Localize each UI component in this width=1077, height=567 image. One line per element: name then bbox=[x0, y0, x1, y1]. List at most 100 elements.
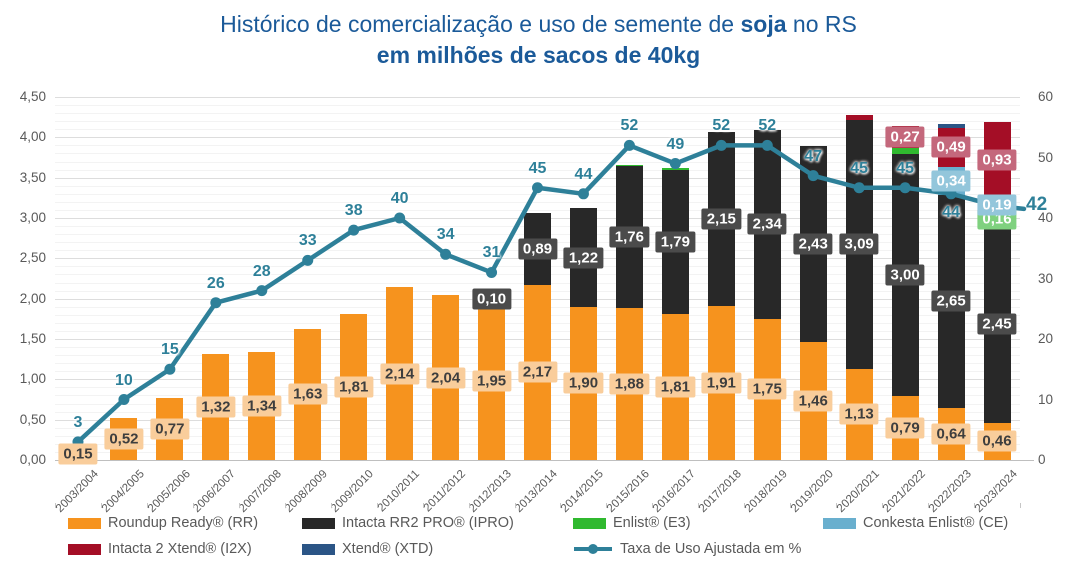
left-axis-tick: 3,50 bbox=[19, 169, 46, 185]
line-value-label: 52 bbox=[712, 117, 731, 135]
line-value-label: 45 bbox=[850, 159, 869, 177]
bar-value-label: 2,65 bbox=[931, 290, 971, 312]
x-axis-label: 2018/2019 bbox=[742, 468, 790, 515]
bar-value-label: 2,17 bbox=[517, 361, 558, 383]
gridline bbox=[55, 177, 1020, 179]
x-axis-label: 2007/2008 bbox=[237, 468, 285, 515]
line-marker bbox=[348, 224, 360, 236]
bar-value-label: 2,45 bbox=[977, 313, 1017, 335]
line-value-label: 28 bbox=[252, 262, 271, 280]
line-value-label: 38 bbox=[344, 202, 363, 220]
bar-value-label: 2,04 bbox=[425, 367, 466, 389]
line-marker bbox=[210, 297, 222, 309]
gridline bbox=[55, 193, 1020, 195]
x-axis-label: 2012/2013 bbox=[467, 468, 515, 515]
bar-value-label: 2,14 bbox=[380, 363, 420, 385]
bar-value-label: 0,64 bbox=[931, 423, 971, 445]
line-value-label: 34 bbox=[436, 226, 455, 244]
x-axis-label: 2014/2015 bbox=[559, 468, 606, 515]
legend-swatch bbox=[823, 517, 856, 529]
line-value-label: 26 bbox=[206, 274, 225, 292]
x-axis-label: 2010/2011 bbox=[375, 468, 423, 515]
line-marker bbox=[807, 170, 819, 182]
line-value-label: 47 bbox=[804, 147, 823, 165]
bar-segment bbox=[891, 147, 919, 155]
bar-value-label: 0,79 bbox=[885, 417, 925, 439]
bar-value-label: 1,34 bbox=[242, 395, 282, 417]
x-axis-label: 2006/2007 bbox=[191, 468, 239, 515]
x-axis-label: 2017/2018 bbox=[696, 468, 744, 515]
legend-item: Conkesta Enlist® (CE) bbox=[823, 514, 1008, 532]
line-marker bbox=[532, 182, 543, 194]
gridline bbox=[55, 137, 1020, 139]
left-axis-tick: 0,50 bbox=[19, 411, 46, 427]
x-axis-label: 2011/2012 bbox=[421, 468, 469, 515]
legend-swatch bbox=[573, 517, 606, 529]
line-value-label: 44 bbox=[574, 165, 593, 183]
line-value-label: 31 bbox=[482, 244, 501, 262]
gridline bbox=[55, 121, 1020, 123]
bar-segment bbox=[937, 124, 965, 128]
x-axis-label: 2016/2017 bbox=[650, 468, 698, 515]
bar-value-label: 0,27 bbox=[885, 126, 925, 148]
legend-label: Xtend® (XTD) bbox=[342, 541, 434, 557]
bar-value-label: 3,00 bbox=[885, 264, 925, 286]
title-line2: em milhões de sacos de 40kg bbox=[376, 42, 701, 68]
line-value-label: 44 bbox=[942, 203, 960, 221]
x-axis-label: 2023/2024 bbox=[972, 468, 1020, 515]
legend-label: Enlist® (E3) bbox=[613, 515, 691, 531]
legend-label: Intacta 2 Xtend® (I2X) bbox=[108, 541, 252, 557]
left-axis-tick: 0,00 bbox=[19, 452, 46, 467]
bar-value-label: 1,81 bbox=[655, 376, 695, 398]
line-marker bbox=[394, 212, 406, 224]
gridline bbox=[55, 145, 1020, 147]
gridline bbox=[55, 169, 1020, 171]
bar-value-label: 0,34 bbox=[931, 170, 971, 192]
bar-value-label: 2,34 bbox=[747, 213, 787, 235]
legend-label: Conkesta Enlist® (CE) bbox=[863, 515, 1009, 531]
gridline bbox=[55, 97, 1020, 98]
bar-value-label: 1,95 bbox=[471, 370, 512, 392]
category-tick-mark bbox=[928, 503, 930, 508]
category-tick-mark bbox=[744, 503, 746, 508]
bar-value-label: 2,15 bbox=[701, 208, 741, 230]
category-tick-mark bbox=[330, 503, 332, 508]
bar-value-label: 1,22 bbox=[563, 247, 604, 269]
legend-item: Roundup Ready® (RR) bbox=[68, 514, 258, 532]
category-tick-mark bbox=[55, 503, 56, 508]
category-tick-mark bbox=[238, 503, 240, 508]
x-axis-label: 2022/2023 bbox=[926, 468, 974, 515]
x-axis-label: 2021/2022 bbox=[880, 468, 928, 515]
legend-item: Intacta RR2 PRO® (IPRO) bbox=[302, 514, 514, 532]
line-marker bbox=[256, 285, 268, 297]
right-axis-tick: 10 bbox=[1038, 391, 1054, 407]
bar-value-label: 1,76 bbox=[609, 226, 649, 248]
legend-item: Intacta 2 Xtend® (I2X) bbox=[68, 540, 252, 558]
right-axis-tick: 60 bbox=[1038, 89, 1054, 104]
bar-value-label: 0,89 bbox=[517, 238, 558, 260]
line-value-label: 52 bbox=[758, 117, 777, 135]
x-axis-label: 2019/2020 bbox=[788, 468, 836, 515]
left-axis-tick: 3,00 bbox=[19, 210, 46, 225]
category-tick-mark bbox=[192, 503, 194, 508]
right-axis-tick: 50 bbox=[1038, 149, 1054, 165]
gridline bbox=[55, 105, 1020, 107]
line-marker bbox=[486, 266, 498, 278]
right-axis-tick: 20 bbox=[1038, 331, 1054, 346]
category-tick-mark bbox=[606, 503, 608, 508]
plot-area: 0,15 0,52 0,77 1,32 1,34 1,63 1,81 2,14 2,04 1,95… bbox=[55, 97, 1047, 465]
line-marker bbox=[118, 394, 130, 405]
usage-rate-line bbox=[72, 139, 1027, 448]
bar-value-label: 0,15 bbox=[58, 443, 98, 465]
bar-value-label: 1,91 bbox=[701, 372, 741, 394]
x-axis-line bbox=[55, 460, 1034, 461]
legend-swatch bbox=[68, 543, 101, 555]
bar-value-label: 1,81 bbox=[334, 376, 374, 398]
line-marker bbox=[669, 158, 681, 170]
left-axis-tick: 4,00 bbox=[19, 129, 46, 145]
bar-value-label: 2,43 bbox=[793, 233, 833, 255]
bar-value-label: 0,93 bbox=[977, 149, 1017, 171]
legend-label: Roundup Ready® (RR) bbox=[108, 515, 259, 531]
legend-swatch bbox=[302, 543, 335, 555]
bar-value-label: 0,46 bbox=[977, 430, 1017, 452]
